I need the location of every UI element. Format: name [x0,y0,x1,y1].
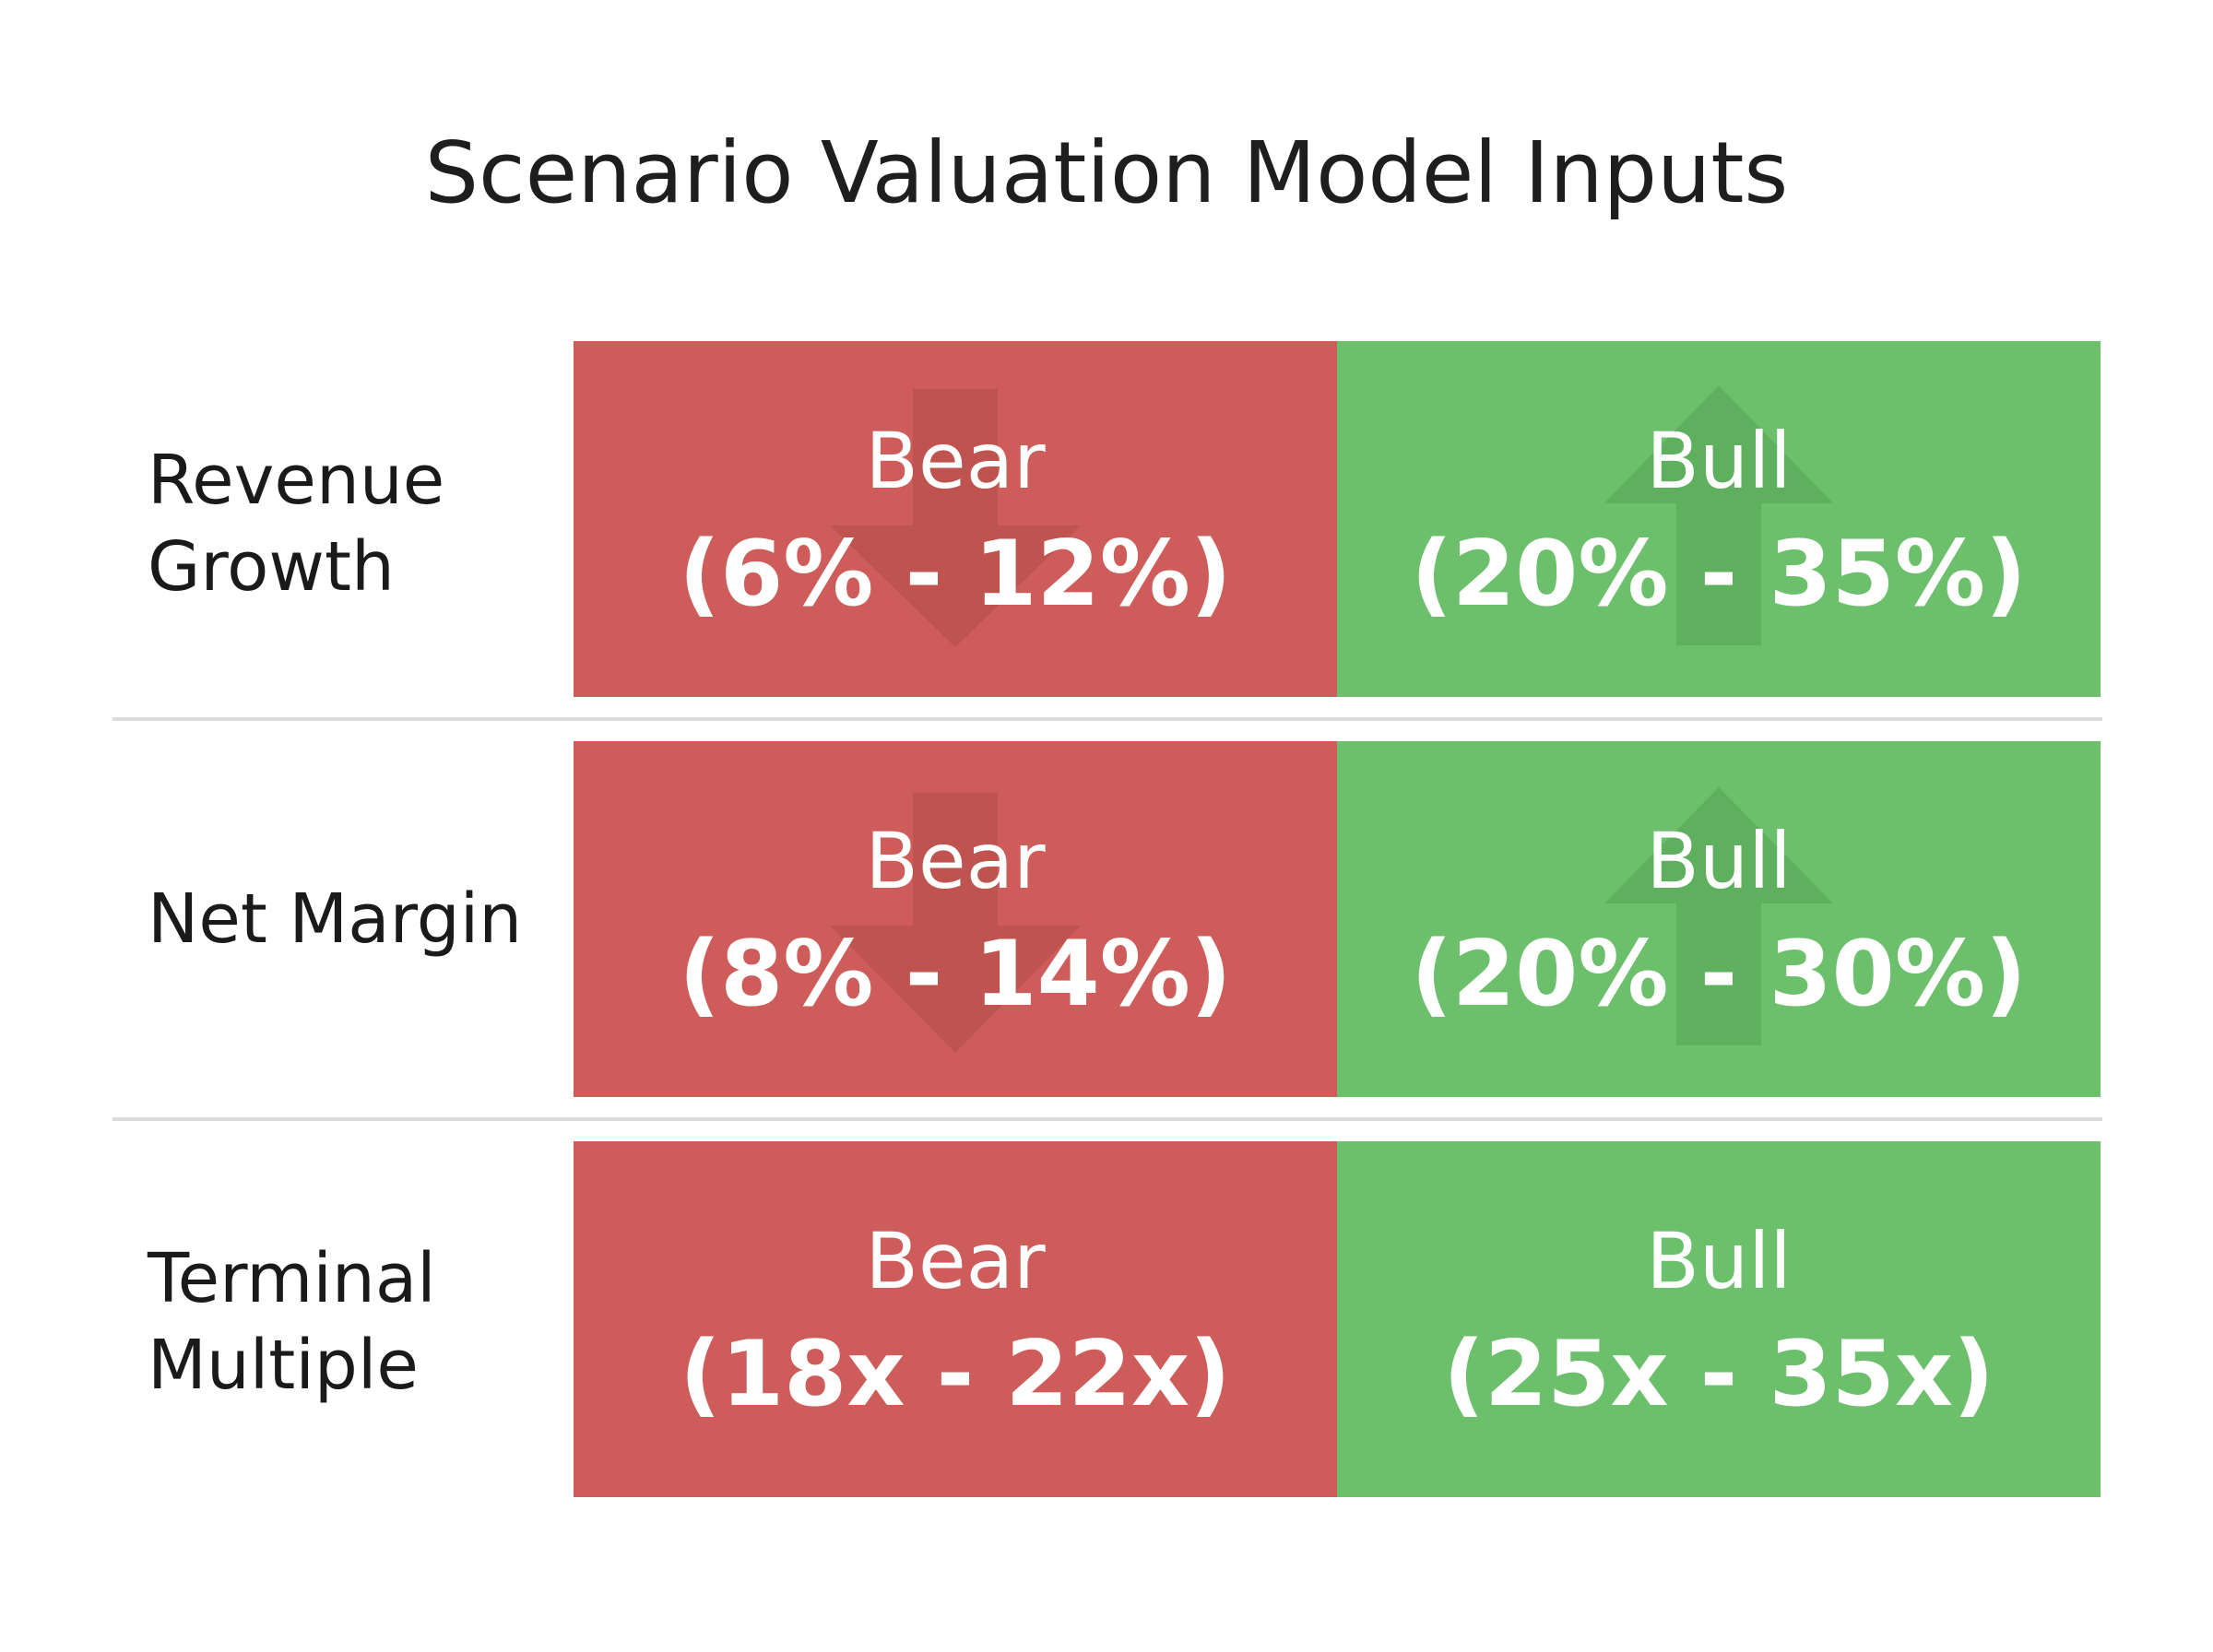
bull-range: (25x - 35x) [1443,1322,1994,1427]
bull-range: (20% - 30%) [1411,922,2027,1027]
row-label-line1: Net Margin [148,879,523,959]
bear-range: (6% - 12%) [679,522,1232,627]
bear-range: (8% - 14%) [679,922,1232,1027]
row-label-revenue-growth: Revenue Growth [148,437,572,610]
bear-cell-terminal-multiple: Bear (18x - 22x) [574,1141,1337,1497]
bull-label: Bull [1646,416,1792,506]
bear-label: Bear [865,816,1046,906]
up-arrow-icon [1604,787,1833,1045]
bull-range: (20% - 35%) [1411,522,2027,627]
row-label-line2: Multiple [148,1326,419,1405]
row-divider [112,717,2102,721]
bull-cell-terminal-multiple: Bull (25x - 35x) [1337,1141,2101,1497]
row-label-net-margin: Net Margin [148,876,572,962]
bull-cell-net-margin: Bull (20% - 30%) [1337,741,2101,1097]
up-arrow-icon [1604,385,1833,645]
row-label-line1: Terminal [148,1239,436,1318]
bear-range: (18x - 22x) [680,1322,1231,1427]
row-divider [112,1117,2102,1121]
down-arrow-icon [830,389,1081,647]
bear-cell-net-margin: Bear (8% - 14%) [574,741,1337,1097]
page-title: Scenario Valuation Model Inputs [424,124,1789,222]
bull-cell-revenue-growth: Bull (20% - 35%) [1337,341,2101,697]
row-label-line2: Growth [148,527,395,607]
down-arrow-icon [830,793,1081,1053]
bull-label: Bull [1646,1216,1792,1306]
row-label-terminal-multiple: Terminal Multiple [148,1235,572,1409]
bull-label: Bull [1646,816,1792,906]
bear-label: Bear [865,1216,1046,1306]
bear-cell-revenue-growth: Bear (6% - 12%) [574,341,1337,697]
row-label-line1: Revenue [148,441,445,520]
bear-label: Bear [865,416,1046,506]
